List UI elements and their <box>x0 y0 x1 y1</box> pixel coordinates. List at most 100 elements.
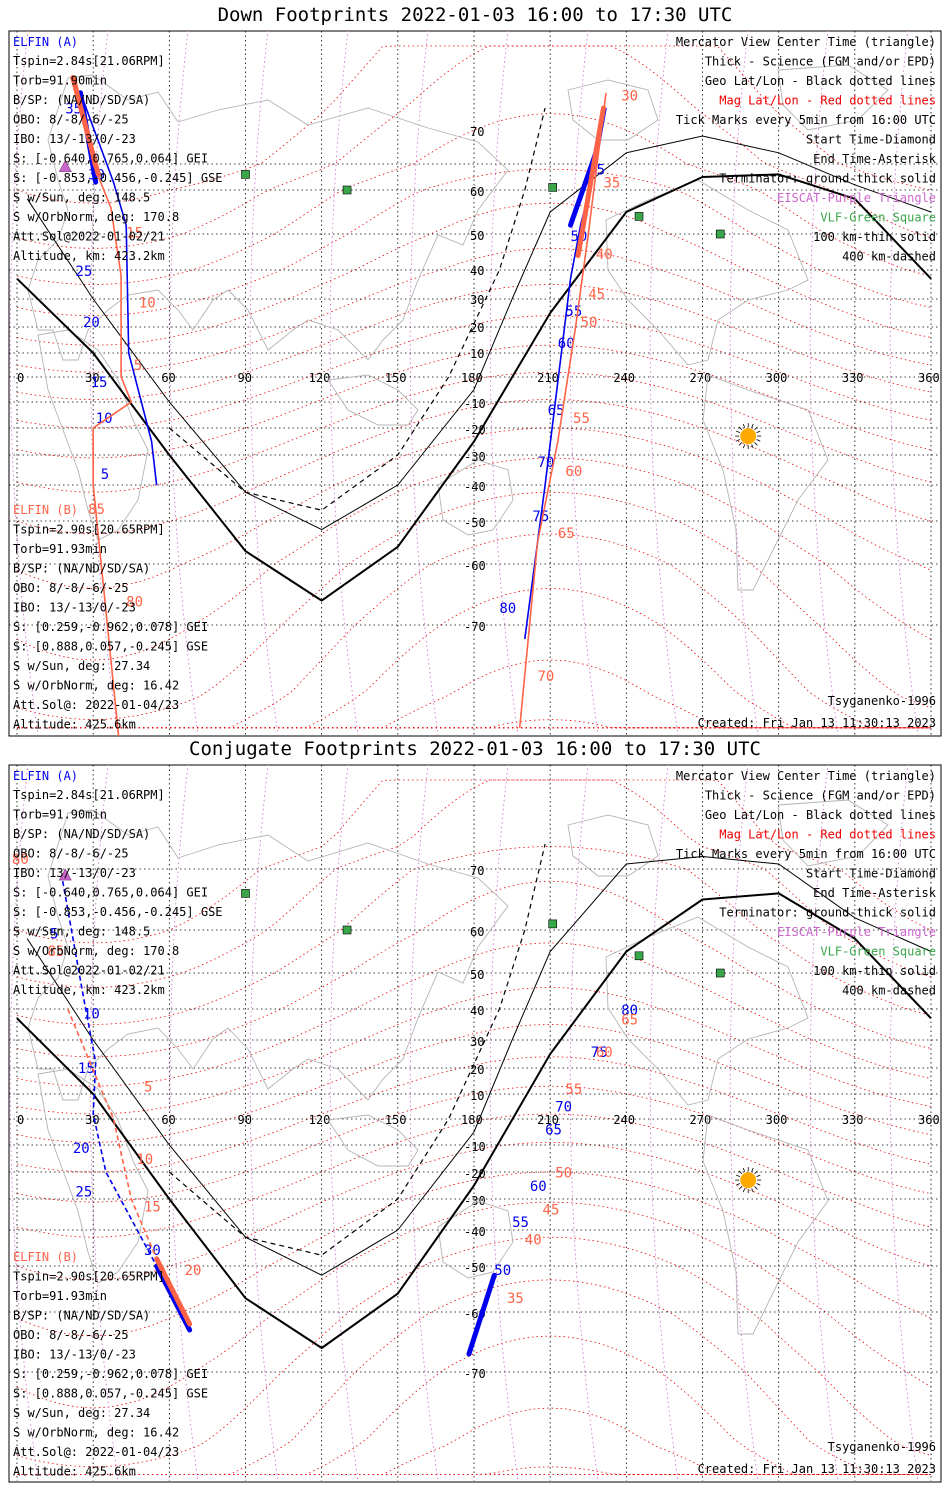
elfin-a-info-line: S: [-0.640,0.765,0.064] GEI <box>13 886 208 900</box>
elfin-a-tick-label: 20 <box>83 315 100 331</box>
legend-line: End Time-Asterisk <box>813 886 937 900</box>
elfin-b-info-line: IBO: 13/-13/0/-23 <box>13 601 136 615</box>
elfin-b-tick-label: 80 <box>126 595 143 611</box>
elfin-a-tick-label: 70 <box>555 1100 572 1116</box>
coastline <box>567 79 659 141</box>
elfin-a-tick-label: 65 <box>548 403 565 419</box>
legend-line: Mercator View Center Time (triangle) <box>676 35 936 49</box>
elfin-a-info-line: IBO: 13/-13/0/-23 <box>13 866 136 880</box>
legend-line: Geo Lat/Lon - Black dotted lines <box>705 808 936 822</box>
elfin-b-info-line: Altitude: 425.6km <box>13 718 136 732</box>
coastline <box>567 814 659 877</box>
elfin-a-title: ELFIN (A) <box>13 35 78 49</box>
track-layer: 3530252015105807570656055504530354045505… <box>16 75 932 737</box>
elfin-b-tick-label: 10 <box>136 1152 153 1168</box>
vlf-site-square <box>715 229 725 239</box>
terminator-line <box>16 173 932 602</box>
created-label: Created: Fri Jan 13 11:30:13 2023 <box>698 716 936 730</box>
elfin-b-tick-label: 45 <box>543 1203 560 1219</box>
lat-tick-label: 20 <box>470 1063 484 1077</box>
elfin-a-tick-label: 30 <box>144 1243 161 1259</box>
lon-tick-label: 270 <box>690 1113 712 1127</box>
elfin-b-info-line: S w/OrbNorm, deg: 16.42 <box>13 1426 179 1440</box>
legend-line: Thick - Science (FGM and/or EPD) <box>705 55 936 69</box>
coastline <box>605 916 809 1106</box>
elfin-b-tick-label: 30 <box>621 88 638 104</box>
elfin-a-info-line: B/SP: (NA/ND/SD/SA) <box>13 827 150 841</box>
terminator-line <box>16 892 932 1349</box>
elfin-a-info-line: S w/OrbNorm, deg: 170.8 <box>13 210 179 224</box>
elfin-b-tick-label: 55 <box>565 1082 582 1098</box>
mag-lat-line <box>17 659 931 729</box>
elfin-a-tick-label: 65 <box>545 1123 562 1139</box>
mag-lat-line <box>16 1056 932 1173</box>
lon-tick-label: 240 <box>613 371 635 385</box>
legend-line: Start Time-Diamond <box>806 867 936 881</box>
sun-ray <box>738 1186 743 1190</box>
elfin-a-info-line: B/SP: (NA/ND/SD/SA) <box>13 93 150 107</box>
lat-tick-label: 20 <box>470 321 484 335</box>
lon-tick-label: 210 <box>537 371 559 385</box>
lat-tick-label: -30 <box>464 1194 486 1208</box>
elfin-b-info-line: Torb=91.93min <box>13 542 107 556</box>
coastline <box>27 74 509 361</box>
legend-line: Mag Lat/Lon - Red dotted lines <box>719 828 936 842</box>
lon-tick-label: 270 <box>690 371 712 385</box>
vlf-site-square <box>634 951 644 961</box>
elfin-b-tick-label: 80 <box>12 852 29 868</box>
legend-line: Mag Lat/Lon - Red dotted lines <box>719 94 936 108</box>
elfin-b-tick-label: 85 <box>47 944 64 960</box>
lat-tick-label: 50 <box>470 968 484 982</box>
model-label: Tsyganenko-1996 <box>828 694 936 708</box>
elfin-a-tick-label: 20 <box>73 1141 90 1157</box>
lon-tick-label: 150 <box>385 1113 407 1127</box>
elfin-b-info-line: S w/Sun, deg: 27.34 <box>13 659 150 673</box>
elfin-a-info-line: OBO: 8/-8/-6/-25 <box>13 113 129 127</box>
elfin-b-info-line: Torb=91.93min <box>13 1289 107 1303</box>
elfin-b-tick-label: 55 <box>573 411 590 427</box>
vlf-site-square <box>241 889 250 898</box>
sun-ray <box>736 1174 741 1178</box>
elfin-a-tick-label: 75 <box>591 1045 608 1061</box>
lon-tick-label: 360 <box>918 371 940 385</box>
elfin-a-info-line: Tspin=2.84s[21.06RPM] <box>13 54 165 68</box>
sun-ray <box>754 1170 758 1175</box>
lon-tick-label: 60 <box>161 371 175 385</box>
lat-tick-label: -20 <box>464 1167 486 1181</box>
mag-lat-line <box>16 1113 932 1238</box>
elfin-a-info-line: Torb=91.90min <box>13 808 107 822</box>
elfin-a-info-line: Altitude, km: 423.2km <box>13 249 165 263</box>
elfin-b-info-line: B/SP: (NA/ND/SD/SA) <box>13 562 150 576</box>
elfin-b-title: ELFIN (B) <box>13 503 78 517</box>
sun-ray <box>736 439 741 442</box>
lon-tick-label: 210 <box>537 1113 559 1127</box>
elfin-b-info-line: Att.Sol@: 2022-01-04/23 <box>13 1445 179 1459</box>
elfin-b-tick-label: 15 <box>126 226 143 242</box>
elfin-b-science-segment <box>70 75 101 177</box>
elfin-b-tick-label: 5 <box>144 1079 152 1095</box>
coastline <box>37 1068 149 1284</box>
sun-ray <box>742 423 746 428</box>
lon-tick-label: 360 <box>918 1113 940 1127</box>
lon-tick-label: 90 <box>238 1113 252 1127</box>
lon-tick-label: 330 <box>842 1113 864 1127</box>
lat-tick-label: -40 <box>464 1225 486 1239</box>
lat-tick-label: -10 <box>464 1140 486 1154</box>
elfin-b-info-line: S: [0.259,-0.962,0.078] GEI <box>13 620 208 634</box>
lat-tick-label: 30 <box>470 1035 484 1049</box>
legend-line: EISCAT-Purple Triangle <box>777 925 936 939</box>
sun-ray <box>751 444 754 449</box>
lon-tick-label: 60 <box>161 1113 175 1127</box>
elfin-b-tick-label: 60 <box>596 1045 613 1061</box>
model-label: Tsyganenko-1996 <box>828 1440 936 1454</box>
sun-ray <box>738 426 743 431</box>
mag-lat-line <box>16 1236 932 1468</box>
coastlines <box>27 799 889 1335</box>
panel1-title: Down Footprints 2022-01-03 16:00 to 17:3… <box>217 4 733 26</box>
info-layer: ELFIN (A) Tspin=2.84s[21.06RPM] Torb=91.90… <box>13 35 937 732</box>
mag-lat-line <box>16 491 932 721</box>
elfin-a-science-segment <box>466 1272 497 1357</box>
conjugate-footprints-map: 0 30 60 90 120 150 180 210 240 270 300 330 360706050… <box>8 764 942 1483</box>
down-footprints-map: 0 30 60 90 120 150 180 210 240 270 300 330 360 70 60 50… <box>8 30 942 737</box>
lat-tick-label: -50 <box>464 516 486 530</box>
